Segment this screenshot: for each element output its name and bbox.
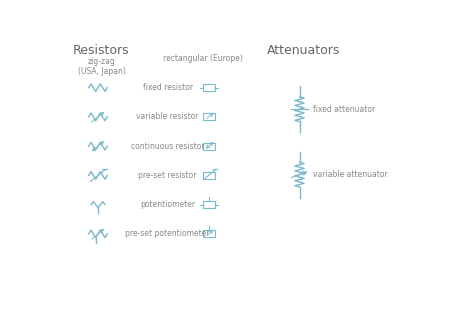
Text: pre-set resistor: pre-set resistor <box>138 171 197 180</box>
Bar <box>202 113 215 120</box>
Text: zig-zag
(USA, Japan): zig-zag (USA, Japan) <box>78 57 126 76</box>
Text: Attenuators: Attenuators <box>267 44 340 57</box>
Bar <box>202 230 215 237</box>
Bar <box>202 172 215 179</box>
Text: continuous resistor: continuous resistor <box>131 141 205 151</box>
Text: fixed attenuator: fixed attenuator <box>313 105 376 114</box>
Bar <box>202 143 215 150</box>
Text: pre-set potentiometer: pre-set potentiometer <box>126 229 210 239</box>
Bar <box>202 201 215 208</box>
Bar <box>202 84 215 91</box>
Text: Resistors: Resistors <box>73 44 130 57</box>
Text: rectangular (Europe): rectangular (Europe) <box>163 54 243 63</box>
Text: potentiometer: potentiometer <box>140 200 195 209</box>
Text: fixed resistor: fixed resistor <box>143 83 193 92</box>
Text: variable attenuator: variable attenuator <box>313 170 388 179</box>
Text: variable resistor: variable resistor <box>137 112 199 121</box>
